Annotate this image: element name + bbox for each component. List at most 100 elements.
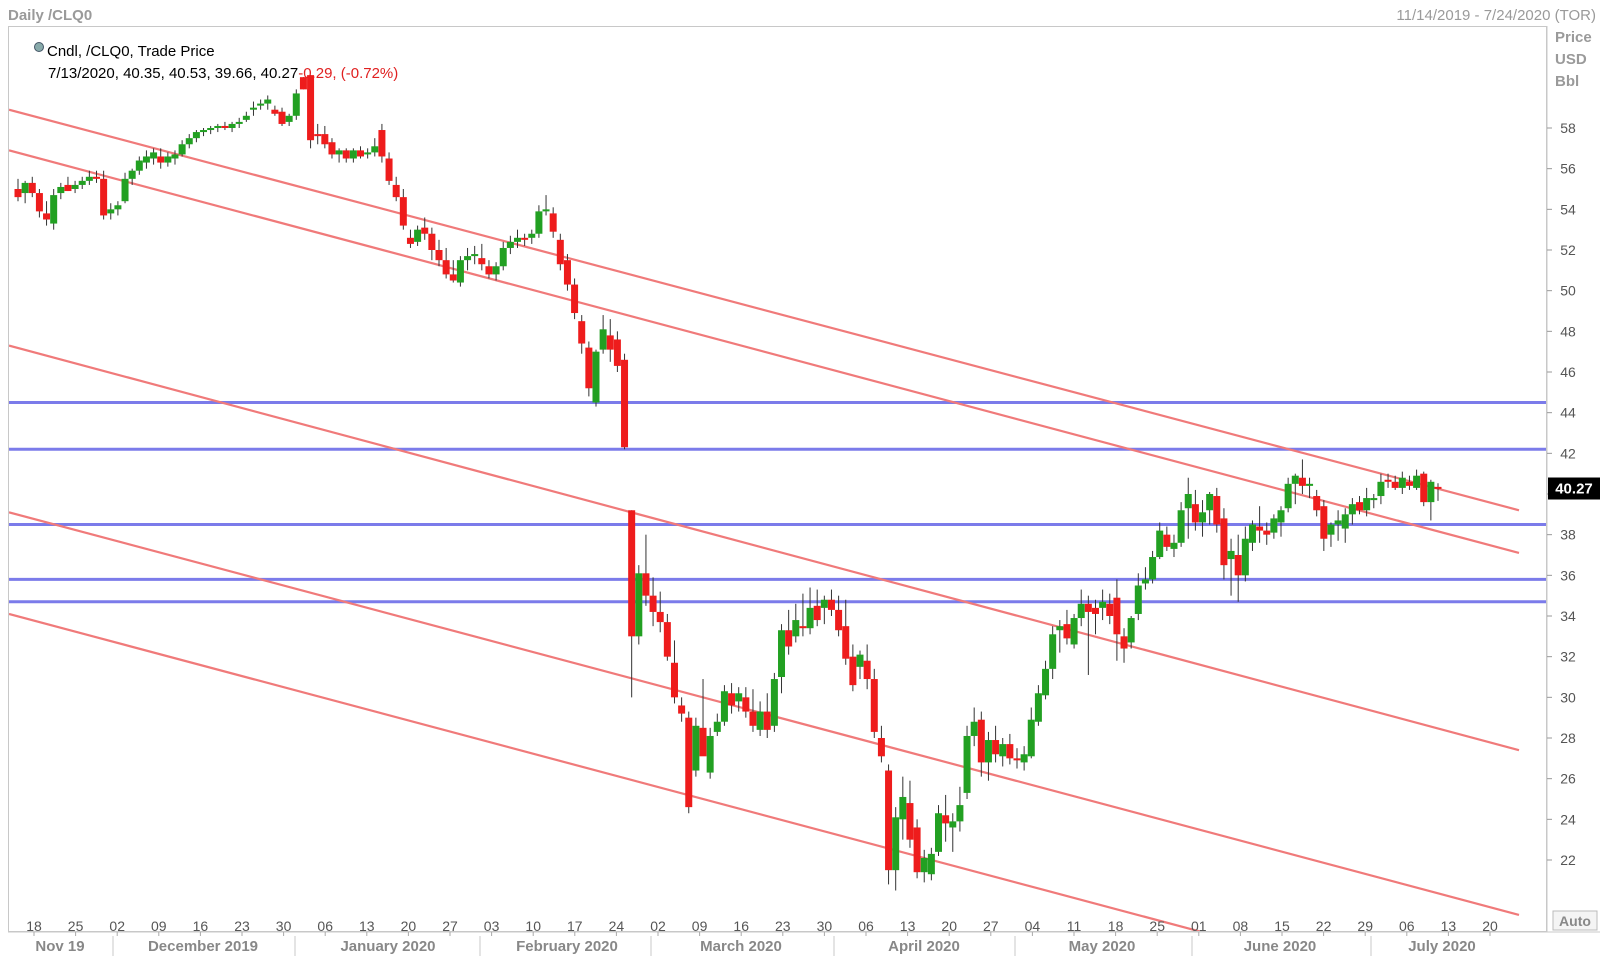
candle-body [92, 176, 100, 179]
candle [785, 609, 793, 655]
candle [556, 233, 564, 271]
auto-scale-button[interactable]: Auto [1559, 913, 1591, 929]
candle-body [835, 609, 843, 631]
candle-body [599, 329, 607, 350]
date-tick-label: 20 [941, 918, 957, 934]
candle-body [1013, 758, 1021, 761]
date-tick-label: 09 [151, 918, 167, 934]
candle [1298, 459, 1306, 494]
candle-body [1291, 475, 1299, 484]
legend: Cndl, /CLQ0, Trade Price 7/13/2020, 40.3… [34, 42, 398, 82]
candle [670, 640, 678, 704]
candle [1191, 489, 1199, 531]
candle-body [1106, 603, 1114, 616]
candle-body [385, 158, 393, 181]
candle [78, 176, 86, 189]
candle-body [242, 115, 250, 120]
candle [1141, 567, 1149, 590]
candle [963, 725, 971, 799]
candle [1277, 506, 1285, 537]
candle-body [1141, 579, 1149, 584]
candle-body [535, 211, 543, 234]
candle [364, 148, 372, 159]
candle [342, 148, 350, 163]
candle [885, 764, 893, 885]
candle [414, 225, 422, 246]
auto-scale-button-bg[interactable] [1552, 910, 1598, 931]
candle [235, 117, 243, 128]
candle-body [778, 630, 786, 677]
price-tick-label: 24 [1560, 811, 1576, 827]
candle-body [150, 152, 158, 159]
candle [335, 148, 343, 163]
candle-body [1377, 481, 1385, 497]
candle-body [235, 121, 243, 124]
candle [970, 707, 978, 747]
candle-body [228, 123, 236, 128]
candle [1134, 573, 1142, 621]
candle [842, 599, 850, 665]
candle [292, 89, 300, 120]
candle [321, 125, 329, 149]
candle [1213, 487, 1221, 533]
channel-lines [9, 108, 1520, 931]
candle [150, 148, 158, 165]
plot-layer [9, 75, 1546, 931]
legend-toggle-icon[interactable] [34, 42, 44, 52]
candle [984, 731, 992, 781]
month-label: July 2020 [1408, 938, 1476, 955]
candle-body [406, 237, 414, 244]
candle-body [14, 189, 22, 198]
candle-body [870, 679, 878, 732]
candle-body [435, 250, 443, 261]
candle [135, 156, 143, 175]
candle [485, 260, 493, 279]
last-price-tag-bg [1548, 477, 1600, 500]
candle-body [556, 239, 564, 265]
candle [1113, 579, 1121, 661]
candle-body [221, 125, 229, 128]
candle [1063, 609, 1071, 645]
candle-body [692, 725, 700, 771]
legend-change: -0.29, (-0.72%) [298, 65, 398, 82]
candle [1227, 538, 1235, 596]
candle-body [642, 573, 650, 596]
candle-body [506, 241, 514, 248]
price-tick-label: 28 [1560, 730, 1576, 746]
month-label: April 2020 [888, 938, 960, 955]
date-tick-label: 15 [1274, 918, 1290, 934]
candle [877, 725, 885, 763]
candle-body [1120, 636, 1128, 649]
candle [50, 189, 58, 230]
candle-body [50, 195, 58, 224]
candle [1077, 589, 1085, 627]
candle-body [192, 132, 200, 139]
candle-body [1206, 494, 1214, 511]
candle [1177, 502, 1185, 547]
candle [185, 134, 193, 149]
candle [799, 593, 807, 637]
candle-body [521, 237, 529, 240]
date-tick-label: 30 [817, 918, 833, 934]
candle [1034, 685, 1042, 726]
candle-body [114, 205, 122, 210]
candle [756, 701, 764, 736]
candle-body [1177, 510, 1185, 543]
candle [1234, 534, 1242, 602]
candle-body [1163, 534, 1171, 547]
candle [406, 229, 414, 248]
candle-body [207, 128, 215, 131]
candle [992, 725, 1000, 763]
candle [606, 319, 614, 362]
candle-body [977, 719, 985, 763]
candle [85, 170, 93, 185]
candle-body [1398, 477, 1406, 488]
price-tick-label: 42 [1560, 445, 1576, 461]
candle [1106, 593, 1114, 625]
candle [1099, 589, 1107, 621]
candle [649, 577, 657, 627]
candle-body [820, 599, 828, 608]
candle [14, 178, 22, 202]
candle-body [1363, 498, 1371, 511]
candle [1341, 508, 1349, 543]
